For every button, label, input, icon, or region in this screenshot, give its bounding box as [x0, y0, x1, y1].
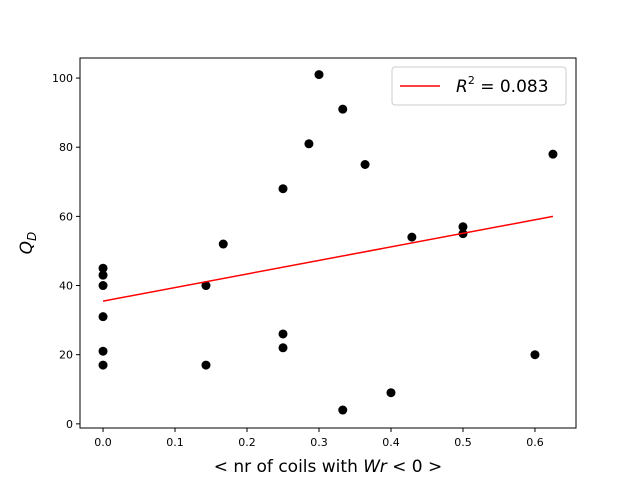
data-point — [548, 149, 558, 159]
data-point — [98, 346, 108, 356]
data-point — [338, 104, 348, 114]
data-point — [386, 388, 396, 398]
data-point — [98, 270, 108, 280]
data-point — [530, 350, 540, 360]
legend: R2 = 0.083 — [391, 66, 567, 106]
y-tick-label: 60 — [59, 210, 73, 223]
y-tick-label: 40 — [59, 280, 73, 293]
y-tick-label: 100 — [52, 72, 73, 85]
x-tick-label: 0.5 — [454, 436, 472, 449]
data-point — [278, 329, 288, 339]
y-axis-label: QD — [17, 232, 39, 255]
fit-line — [102, 215, 554, 302]
axes-frame — [79, 57, 577, 429]
x-tick-label: 0.0 — [94, 436, 112, 449]
y-tick-label: 0 — [66, 418, 73, 431]
data-point — [201, 281, 211, 291]
data-point — [218, 239, 228, 249]
x-tick-label: 0.4 — [382, 436, 400, 449]
x-axis-label: < nr of coils with Wr < 0 > — [214, 457, 443, 477]
data-point — [314, 70, 324, 80]
data-point — [98, 312, 108, 322]
data-point — [98, 281, 108, 291]
x-tick-label: 0.1 — [166, 436, 184, 449]
data-point — [201, 360, 211, 370]
y-tick-label: 80 — [59, 141, 73, 154]
data-point — [407, 232, 417, 242]
x-tick-label: 0.2 — [238, 436, 256, 449]
legend-box — [391, 66, 567, 106]
data-point — [278, 343, 288, 353]
data-point — [360, 160, 370, 170]
data-point — [98, 360, 108, 370]
x-tick-label: 0.3 — [310, 436, 328, 449]
y-tick-label: 20 — [59, 349, 73, 362]
x-tick-label: 0.6 — [526, 436, 544, 449]
data-point — [304, 139, 314, 149]
data-point — [338, 405, 348, 415]
data-point — [278, 184, 288, 194]
data-point — [98, 263, 108, 273]
data-point — [458, 222, 468, 232]
legend-label: R2 = 0.083 — [456, 74, 549, 97]
